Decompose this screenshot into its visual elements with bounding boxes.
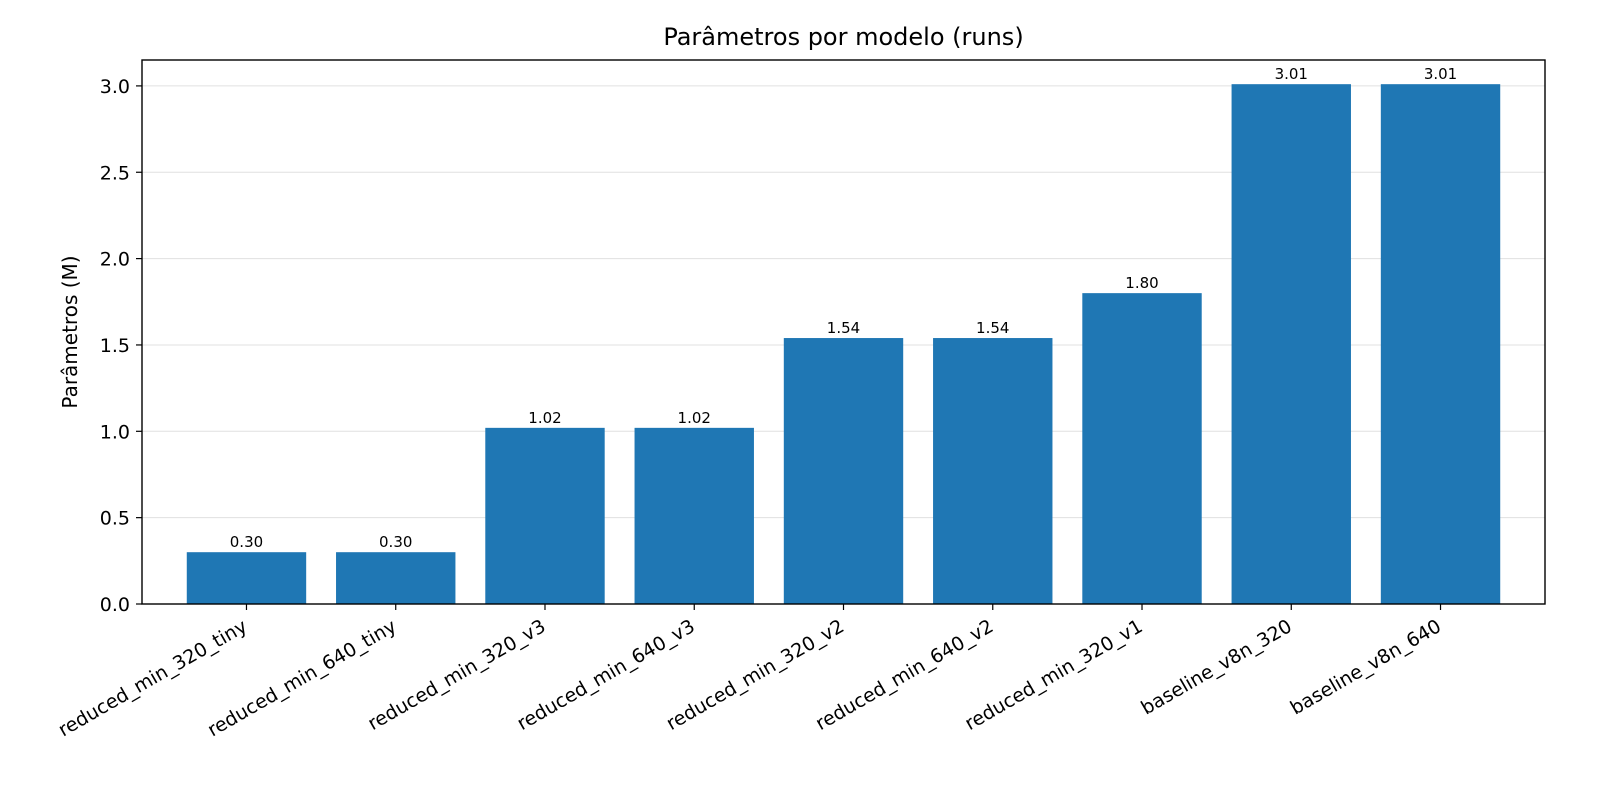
y-tick-label: 3.0 [100,76,130,98]
x-tick-label: baseline_v8n_640 [1287,615,1445,719]
bar-value-label: 0.30 [230,533,263,551]
bar-value-label: 3.01 [1275,65,1308,83]
x-axis: reduced_min_320_tinyreduced_min_640_tiny… [55,604,1445,741]
data-labels: 0.30 0.30 1.02 1.02 1.54 1.54 1.80 3.01 3.01 [230,65,1457,551]
bars-layer [186,84,1501,604]
bar-value-label: 1.02 [528,409,561,427]
bar [186,552,307,604]
bar [1231,84,1351,604]
bar [485,427,605,604]
y-tick-label: 1.5 [100,335,130,357]
y-tick-label: 2.0 [100,249,130,271]
bar-value-label: 1.54 [827,319,860,337]
bar [933,338,1053,604]
bar-value-label: 1.54 [976,319,1009,337]
chart-title: Parâmetros por modelo (runs) [663,23,1023,51]
y-axis-label: Parâmetros (M) [58,255,82,408]
bar [783,338,904,604]
bar [1082,293,1202,604]
y-tick-label: 1.0 [100,421,130,443]
bar-value-label: 1.02 [678,409,711,427]
y-tick-label: 2.5 [100,162,130,184]
bar [336,552,456,604]
x-tick-label: baseline_v8n_320 [1137,615,1295,719]
bar-value-label: 0.30 [379,533,412,551]
bar-value-label: 3.01 [1424,65,1457,83]
y-tick-label: 0.0 [100,594,130,616]
y-tick-label: 0.5 [100,508,130,530]
y-axis: 0.0 0.5 1.0 1.5 2.0 2.5 3.0 [100,76,142,616]
bar [1380,84,1501,604]
bar [634,427,754,604]
bar-value-label: 1.80 [1125,274,1158,292]
